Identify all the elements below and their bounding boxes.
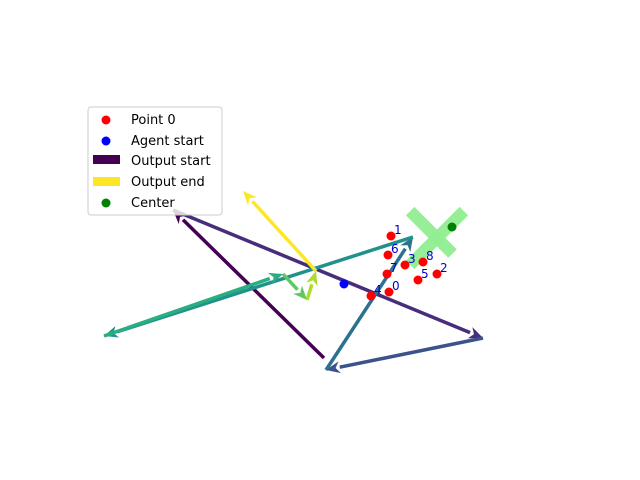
arrow-head bbox=[293, 285, 307, 300]
legend-label-output-start: Output start bbox=[131, 154, 211, 169]
legend-label-point: Point 0 bbox=[131, 113, 176, 128]
arrow-shaft bbox=[339, 336, 484, 369]
center-marker bbox=[447, 222, 457, 232]
target-bar-cross bbox=[405, 206, 457, 258]
arrow-1 bbox=[172, 208, 483, 339]
arrow-4 bbox=[104, 235, 414, 338]
legend-frame bbox=[87, 106, 223, 216]
arrow-3 bbox=[324, 237, 413, 371]
point-6 bbox=[383, 250, 393, 260]
legend-entry-center: Center bbox=[101, 196, 175, 211]
legend-marker-point bbox=[101, 115, 111, 125]
legend-marker-agent-start bbox=[101, 136, 111, 146]
point-0 bbox=[384, 287, 394, 297]
special-markers-layer bbox=[339, 222, 457, 289]
arrows-layer bbox=[103, 191, 484, 374]
arrow-head bbox=[467, 327, 483, 339]
arrow-head bbox=[326, 361, 341, 374]
legend-patch-output-end bbox=[93, 177, 120, 186]
arrow-shaft bbox=[324, 247, 407, 371]
point-label-1: 1 bbox=[394, 223, 402, 237]
arrow-0 bbox=[173, 210, 326, 360]
point-label-8: 8 bbox=[426, 249, 434, 263]
point-label-4: 4 bbox=[374, 283, 382, 297]
arrow-head bbox=[400, 237, 413, 253]
point-label-0: 0 bbox=[392, 279, 400, 293]
legend-marker-center bbox=[101, 198, 111, 208]
target-layer bbox=[405, 206, 469, 270]
points-layer bbox=[366, 231, 442, 301]
arrow-5 bbox=[103, 272, 283, 338]
arrow-shaft bbox=[172, 208, 471, 335]
legend-patch-output-start bbox=[93, 155, 120, 164]
legend-entry-point: Point 0 bbox=[101, 113, 176, 128]
point-7 bbox=[382, 269, 392, 279]
point-2 bbox=[432, 269, 442, 279]
legend-entry-output-end: Output end bbox=[93, 175, 205, 190]
agent-start-marker bbox=[339, 279, 349, 289]
point-label-6: 6 bbox=[391, 242, 399, 256]
point-labels-layer: 0 1 2 3 4 5 6 7 8 bbox=[374, 223, 448, 297]
legend: Point 0 Agent start Output start Output … bbox=[87, 106, 223, 216]
point-label-5: 5 bbox=[421, 267, 429, 281]
arrow-7 bbox=[305, 271, 318, 301]
point-label-7: 7 bbox=[390, 261, 398, 275]
arrow-6 bbox=[281, 272, 307, 300]
point-1 bbox=[386, 231, 396, 241]
arrow-8 bbox=[243, 191, 318, 273]
point-label-2: 2 bbox=[440, 261, 448, 275]
arrow-head bbox=[306, 271, 318, 287]
point-3 bbox=[400, 260, 410, 270]
arrow-shaft bbox=[281, 272, 299, 291]
point-4 bbox=[366, 291, 376, 301]
legend-entry-agent-start: Agent start bbox=[101, 134, 204, 149]
legend-label-output-end: Output end bbox=[131, 175, 205, 190]
arrow-shaft bbox=[103, 276, 271, 338]
arrow-head bbox=[267, 272, 283, 285]
point-5 bbox=[413, 275, 423, 285]
legend-label-agent-start: Agent start bbox=[131, 134, 204, 149]
arrow-head bbox=[243, 191, 257, 206]
arrow-shaft bbox=[305, 283, 314, 301]
target-marker bbox=[405, 206, 469, 270]
point-label-3: 3 bbox=[408, 252, 416, 266]
legend-entry-output-start: Output start bbox=[93, 154, 211, 169]
point-8 bbox=[418, 257, 428, 267]
arrow-shaft bbox=[251, 200, 318, 273]
arrow-2 bbox=[326, 336, 484, 374]
legend-label-center: Center bbox=[131, 196, 175, 211]
